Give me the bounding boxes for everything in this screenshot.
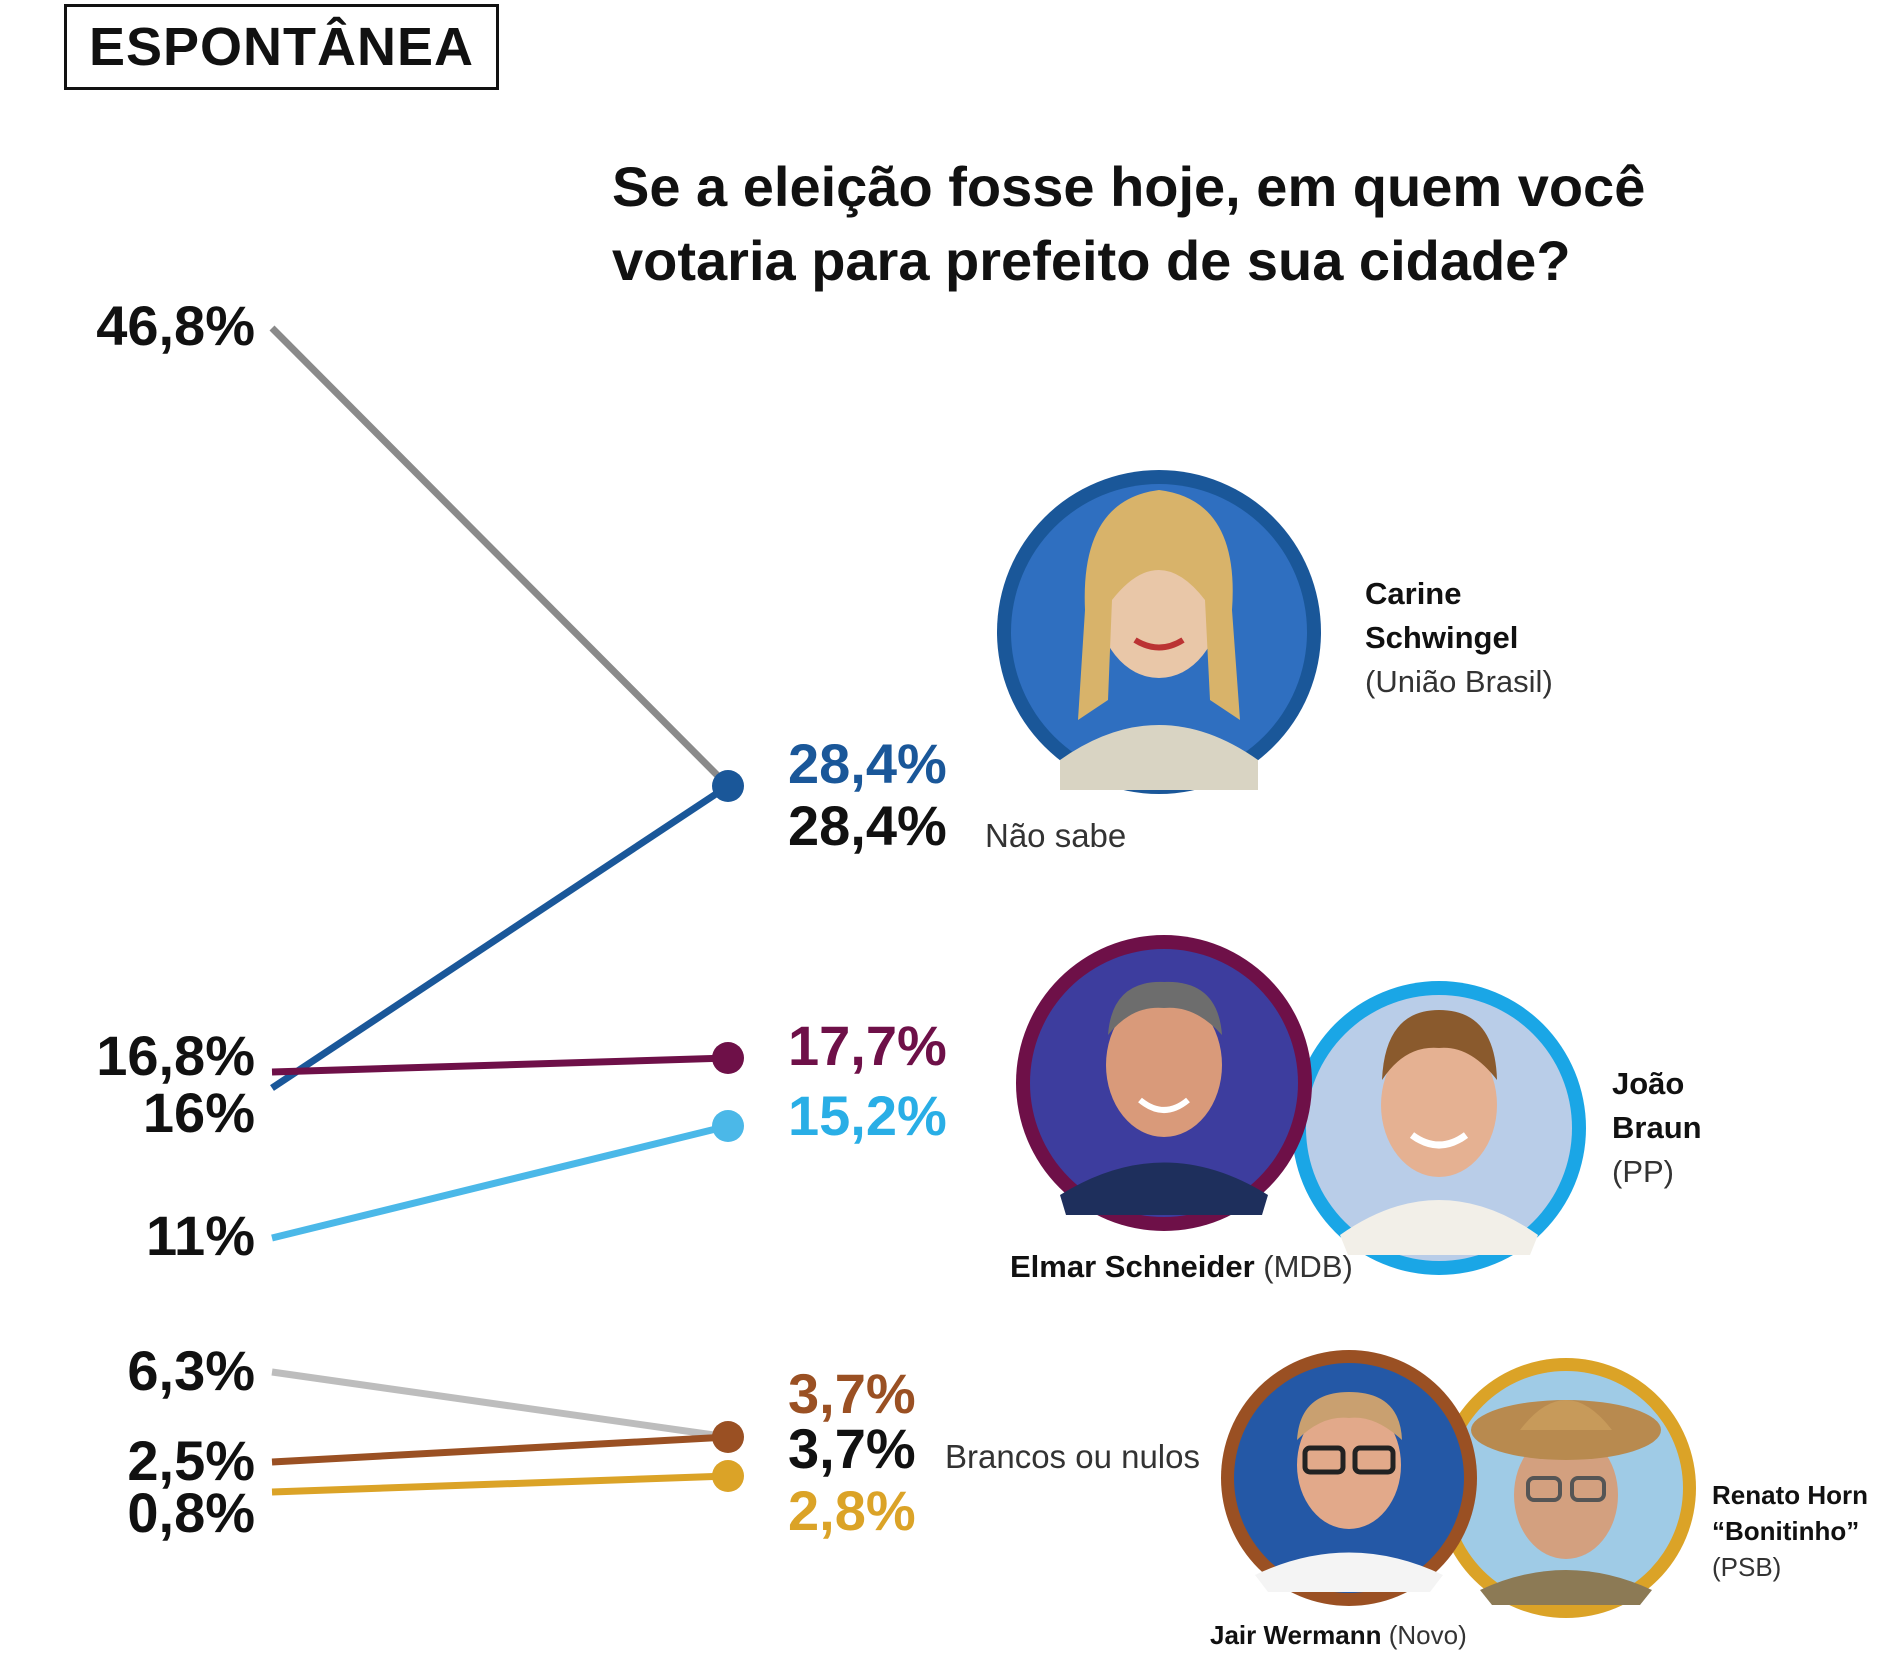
start-label-elmar-schneider: 16,8% bbox=[96, 1024, 255, 1087]
start-label-renato-horn: 0,8% bbox=[127, 1481, 255, 1544]
end-label-brancos-ou-nulos: 3,7% bbox=[788, 1417, 916, 1480]
end-label-nao-sabe: 28,4% bbox=[788, 794, 947, 857]
joao-party: (PP) bbox=[1612, 1154, 1674, 1189]
label-joao: João Braun (PP) bbox=[1612, 1062, 1702, 1194]
note-nao-sabe: Não sabe bbox=[985, 817, 1126, 854]
portrait-jair bbox=[1221, 1350, 1477, 1606]
start-label-carine-schwingel: 16% bbox=[143, 1081, 255, 1144]
portrait-carine bbox=[997, 470, 1321, 794]
jair-name: Jair Wermann bbox=[1210, 1620, 1382, 1650]
end-label-carine-schwingel: 28,4% bbox=[788, 732, 947, 795]
section-tag: ESPONTÂNEA bbox=[64, 4, 499, 90]
joao-first-name: João bbox=[1612, 1066, 1685, 1101]
dot-carine-schwingel bbox=[712, 770, 744, 802]
portrait-joao bbox=[1292, 981, 1586, 1275]
line-jair-wermann bbox=[271, 1433, 729, 1466]
dot-joao-braun bbox=[712, 1110, 744, 1142]
carine-last-name: Schwingel bbox=[1365, 620, 1519, 655]
label-carine: Carine Schwingel (União Brasil) bbox=[1365, 572, 1553, 704]
line-renato-horn bbox=[271, 1472, 729, 1496]
renato-name: Renato Horn bbox=[1712, 1480, 1868, 1510]
start-label-joao-braun: 11% bbox=[146, 1204, 255, 1267]
carine-party: (União Brasil) bbox=[1365, 664, 1553, 699]
line-nao-sabe bbox=[269, 325, 731, 789]
elmar-name: Elmar Schneider bbox=[1010, 1249, 1255, 1284]
end-label-joao-braun: 15,2% bbox=[788, 1084, 947, 1147]
dot-renato-horn bbox=[712, 1460, 744, 1492]
label-renato: Renato Horn “Bonitinho” (PSB) bbox=[1712, 1477, 1868, 1585]
label-elmar: Elmar Schneider (MDB) bbox=[1010, 1245, 1353, 1289]
start-label-brancos-ou-nulos: 6,3% bbox=[127, 1339, 255, 1402]
dot-jair-wermann bbox=[712, 1421, 744, 1453]
end-label-jair-wermann: 3,7% bbox=[788, 1362, 916, 1425]
joao-last-name: Braun bbox=[1612, 1110, 1702, 1145]
renato-nickname: “Bonitinho” bbox=[1712, 1516, 1860, 1546]
renato-party: (PSB) bbox=[1712, 1552, 1782, 1582]
note-brancos-nulos: Brancos ou nulos bbox=[945, 1438, 1200, 1475]
question-title: Se a eleição fosse hoje, em quem você vo… bbox=[612, 150, 1762, 298]
carine-first-name: Carine bbox=[1365, 576, 1462, 611]
elmar-party: (MDB) bbox=[1263, 1249, 1353, 1284]
question-line-1: Se a eleição fosse hoje, em quem você bbox=[612, 155, 1646, 218]
label-jair: Jair Wermann (Novo) bbox=[1210, 1613, 1467, 1657]
question-line-2: votaria para prefeito de sua cidade? bbox=[612, 229, 1571, 292]
start-label-jair-wermann: 2,5% bbox=[127, 1429, 255, 1492]
portrait-elmar bbox=[1016, 935, 1312, 1231]
line-carine-schwingel bbox=[270, 783, 730, 1091]
line-elmar-schneider bbox=[271, 1054, 729, 1076]
end-label-elmar-schneider: 17,7% bbox=[788, 1014, 947, 1077]
dot-elmar-schneider bbox=[712, 1042, 744, 1074]
line-brancos-ou-nulos bbox=[271, 1368, 729, 1441]
end-label-renato-horn: 2,8% bbox=[788, 1479, 916, 1542]
portrait-renato bbox=[1436, 1358, 1696, 1618]
jair-party: (Novo) bbox=[1388, 1620, 1467, 1650]
line-joao-braun bbox=[271, 1122, 729, 1242]
start-label-nao-sabe: 46,8% bbox=[96, 294, 255, 357]
